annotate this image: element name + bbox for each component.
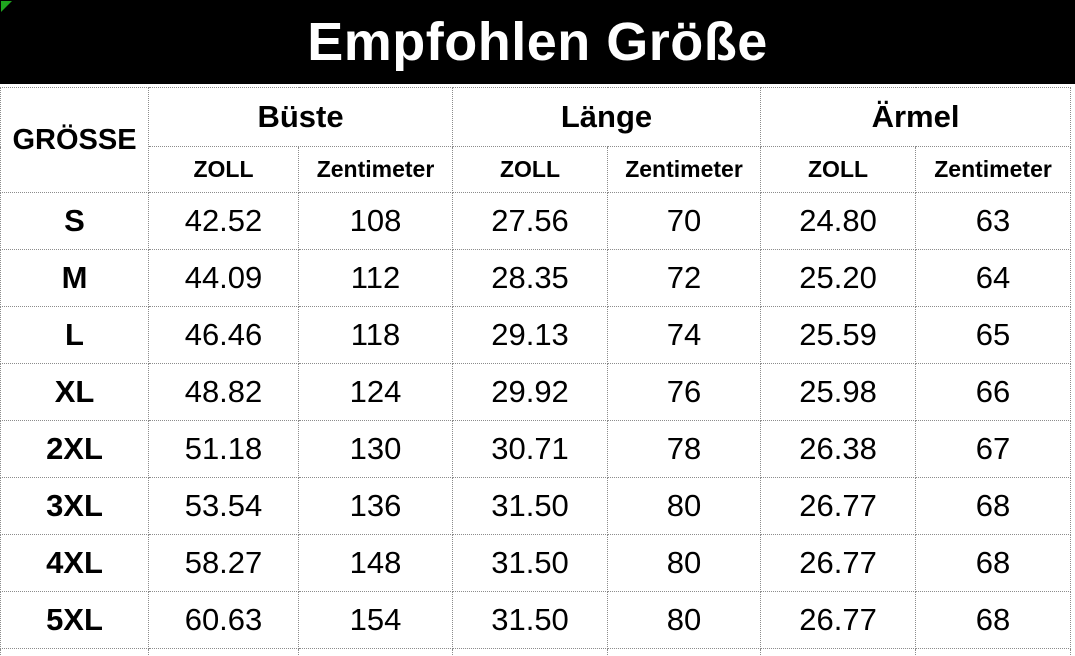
unit-header-length-zentimeter: Zentimeter: [607, 146, 762, 193]
title-banner: Empfohlen Größe: [0, 0, 1075, 84]
value-cell: 27.56: [452, 192, 609, 250]
value-cell: 136: [297, 477, 454, 535]
size-cell: L: [0, 306, 149, 364]
value-cell: 78: [607, 420, 762, 478]
unit-header-bust-zentimeter: Zentimeter: [297, 146, 454, 193]
value-cell: 48.82: [148, 363, 299, 421]
value-cell: 63: [915, 192, 1072, 250]
value-cell: 26.77: [760, 534, 917, 592]
size-cell: XL: [0, 363, 149, 421]
size-cell: M: [0, 249, 149, 307]
value-cell: 154: [297, 591, 454, 649]
value-cell: 44.09: [148, 249, 299, 307]
value-cell: 29.13: [452, 306, 609, 364]
grid-stub-row: [0, 648, 1072, 656]
value-cell: 74: [607, 306, 762, 364]
value-cell: 80: [607, 477, 762, 535]
column-header-groesse: GRÖSSE: [0, 87, 149, 193]
table-row-m: M 44.09 112 28.35 72 25.20 64: [0, 249, 1072, 307]
size-cell: S: [0, 192, 149, 250]
unit-header-sleeve-zentimeter: Zentimeter: [915, 146, 1072, 193]
size-cell: 4XL: [0, 534, 149, 592]
value-cell: 31.50: [452, 477, 609, 535]
table-row-5xl: 5XL 60.63 154 31.50 80 26.77 68: [0, 591, 1072, 649]
table-row-xl: XL 48.82 124 29.92 76 25.98 66: [0, 363, 1072, 421]
value-cell: 118: [297, 306, 454, 364]
group-header-laenge: Länge: [452, 87, 762, 147]
value-cell: 25.20: [760, 249, 917, 307]
value-cell: 70: [607, 192, 762, 250]
value-cell: 80: [607, 534, 762, 592]
value-cell: 60.63: [148, 591, 299, 649]
value-cell: 65: [915, 306, 1072, 364]
value-cell: 148: [297, 534, 454, 592]
table-row-2xl: 2XL 51.18 130 30.71 78 26.38 67: [0, 420, 1072, 478]
value-cell: 130: [297, 420, 454, 478]
size-cell: 5XL: [0, 591, 149, 649]
value-cell: 31.50: [452, 534, 609, 592]
value-cell: 26.77: [760, 477, 917, 535]
value-cell: 72: [607, 249, 762, 307]
table-row-s: S 42.52 108 27.56 70 24.80 63: [0, 192, 1072, 250]
value-cell: 51.18: [148, 420, 299, 478]
group-header-bueste: Büste: [147, 87, 454, 147]
value-cell: 53.54: [148, 477, 299, 535]
value-cell: 68: [915, 591, 1072, 649]
table-row-4xl: 4XL 58.27 148 31.50 80 26.77 68: [0, 534, 1072, 592]
value-cell: 124: [297, 363, 454, 421]
value-cell: 24.80: [760, 192, 917, 250]
unit-header-sleeve-zoll: ZOLL: [760, 146, 917, 193]
value-cell: 108: [297, 192, 454, 250]
size-cell: 3XL: [0, 477, 149, 535]
table-row-3xl: 3XL 53.54 136 31.50 80 26.77 68: [0, 477, 1072, 535]
page-title: Empfohlen Größe: [307, 12, 768, 72]
value-cell: 29.92: [452, 363, 609, 421]
unit-header-bust-zoll: ZOLL: [148, 146, 299, 193]
value-cell: 112: [297, 249, 454, 307]
value-cell: 28.35: [452, 249, 609, 307]
value-cell: 76: [607, 363, 762, 421]
value-cell: 67: [915, 420, 1072, 478]
value-cell: 25.98: [760, 363, 917, 421]
value-cell: 66: [915, 363, 1072, 421]
unit-header-length-zoll: ZOLL: [452, 146, 609, 193]
value-cell: 31.50: [452, 591, 609, 649]
value-cell: 26.38: [760, 420, 917, 478]
group-header-aermel: Ärmel: [760, 87, 1072, 147]
value-cell: 68: [915, 477, 1072, 535]
value-cell: 25.59: [760, 306, 917, 364]
value-cell: 64: [915, 249, 1072, 307]
value-cell: 68: [915, 534, 1072, 592]
size-chart-table: GRÖSSE Büste Länge Ärmel ZOLL Zentimeter…: [0, 87, 1072, 656]
size-cell: 2XL: [0, 420, 149, 478]
value-cell: 30.71: [452, 420, 609, 478]
value-cell: 26.77: [760, 591, 917, 649]
value-cell: 80: [607, 591, 762, 649]
value-cell: 58.27: [148, 534, 299, 592]
value-cell: 42.52: [148, 192, 299, 250]
table-row-l: L 46.46 118 29.13 74 25.59 65: [0, 306, 1072, 364]
value-cell: 46.46: [148, 306, 299, 364]
green-corner-marker-icon: [1, 1, 12, 12]
